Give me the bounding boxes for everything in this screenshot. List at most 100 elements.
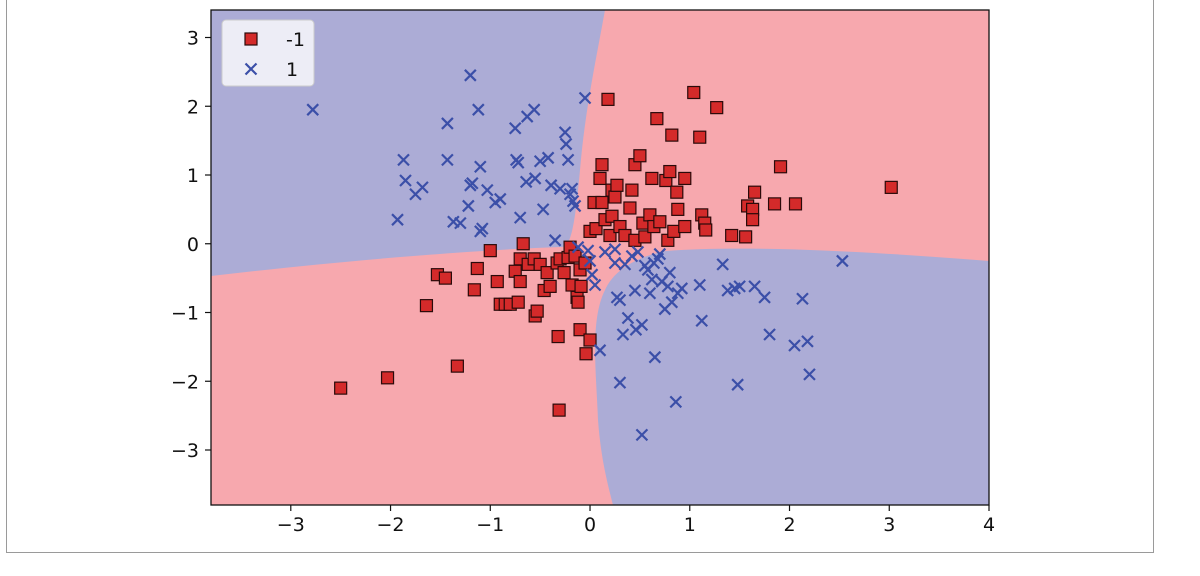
point-class-pos	[399, 174, 412, 187]
y-tick-label: 3	[187, 28, 199, 50]
point-class-neg	[710, 101, 724, 115]
point-class-pos	[616, 328, 630, 341]
point-class-pos	[568, 199, 582, 213]
point-class-neg	[483, 244, 497, 258]
point-class-neg	[748, 185, 762, 199]
point-class-pos	[544, 179, 558, 192]
data-points	[306, 69, 898, 442]
point-class-pos	[472, 103, 485, 116]
point-class-pos	[598, 245, 612, 259]
point-class-pos	[481, 183, 494, 197]
point-class-pos	[581, 244, 595, 257]
y-tick-label: 2	[187, 96, 199, 118]
plot-frame	[210, 9, 990, 506]
point-class-pos	[721, 284, 734, 297]
point-class-pos	[397, 153, 410, 167]
point-class-neg	[601, 92, 615, 106]
point-class-pos	[608, 256, 622, 270]
point-class-pos	[536, 203, 550, 216]
point-class-pos	[533, 154, 547, 168]
point-class-neg	[595, 195, 609, 210]
legend-square-marker	[244, 32, 258, 46]
point-class-pos	[621, 311, 635, 325]
point-class-neg	[334, 381, 348, 395]
point-class-pos	[391, 213, 404, 226]
point-class-pos	[661, 280, 675, 293]
point-class-neg	[530, 304, 544, 318]
legend-label-pos: 1	[286, 59, 298, 81]
point-class-pos	[733, 280, 746, 293]
point-class-neg	[543, 279, 557, 293]
point-class-neg	[511, 295, 525, 309]
point-class-pos	[585, 268, 599, 281]
point-class-neg	[610, 178, 624, 192]
point-class-neg	[773, 160, 788, 174]
point-class-pos	[454, 216, 467, 230]
point-class-pos	[464, 69, 477, 82]
point-class-neg	[633, 149, 647, 163]
legend-x-marker	[244, 62, 258, 76]
point-class-neg	[540, 266, 554, 280]
point-class-pos	[593, 344, 607, 357]
point-class-pos	[578, 91, 592, 105]
point-class-neg	[490, 274, 504, 289]
point-class-neg	[593, 171, 607, 186]
point-class-neg	[583, 333, 597, 347]
point-class-pos	[462, 199, 475, 213]
y-tick-label: −1	[171, 303, 199, 325]
point-class-pos	[613, 376, 627, 389]
point-class-pos	[665, 295, 679, 309]
x-tick-label: 0	[584, 514, 596, 536]
point-class-neg	[557, 266, 571, 280]
axes: −3 −2 −1 0 1 2 3 4 −3 −2 −1 0 1 2 3	[171, 9, 995, 536]
point-class-pos	[731, 378, 744, 391]
point-class-pos	[493, 192, 507, 206]
point-class-pos	[561, 153, 575, 167]
point-class-neg	[605, 209, 619, 223]
point-class-neg	[678, 171, 692, 186]
y-tick-label: −3	[171, 440, 199, 462]
point-class-neg	[725, 228, 739, 243]
point-class-pos	[645, 273, 659, 286]
point-class-neg	[552, 403, 566, 417]
point-class-neg	[419, 299, 434, 313]
point-class-neg	[678, 219, 692, 234]
point-class-neg	[667, 224, 681, 238]
x-tick-label: 1	[684, 514, 696, 536]
point-class-pos	[796, 292, 809, 306]
point-class-neg	[687, 85, 701, 100]
point-class-neg	[579, 347, 593, 361]
x-tick-label: 2	[783, 514, 795, 536]
point-class-neg	[573, 323, 587, 337]
point-class-neg	[788, 197, 803, 211]
point-class-pos	[763, 328, 776, 341]
point-class-neg	[470, 261, 484, 276]
point-class-pos	[635, 318, 649, 332]
point-class-pos	[528, 172, 542, 185]
point-class-pos	[306, 103, 320, 116]
point-class-pos	[613, 293, 627, 307]
point-class-pos	[519, 175, 533, 189]
point-class-neg	[450, 359, 464, 373]
point-class-pos	[758, 291, 771, 304]
point-class-pos	[441, 117, 454, 130]
point-class-neg	[595, 158, 609, 172]
point-class-neg	[884, 180, 898, 194]
point-class-pos	[675, 282, 689, 295]
point-class-pos	[801, 335, 814, 348]
point-class-neg	[638, 230, 652, 244]
point-class-pos	[571, 240, 585, 254]
point-class-neg	[380, 371, 395, 385]
point-class-pos	[669, 395, 683, 409]
point-class-pos	[553, 182, 567, 196]
point-class-pos	[635, 428, 649, 442]
point-class-neg	[665, 128, 679, 142]
x-tick-label: −2	[377, 514, 405, 536]
point-class-neg	[603, 228, 617, 243]
point-class-pos	[748, 280, 761, 293]
point-class-pos	[508, 121, 522, 135]
region-class-pos-lower	[595, 248, 989, 505]
y-tick-label: −2	[171, 371, 199, 393]
x-tick-label: −3	[277, 514, 305, 536]
